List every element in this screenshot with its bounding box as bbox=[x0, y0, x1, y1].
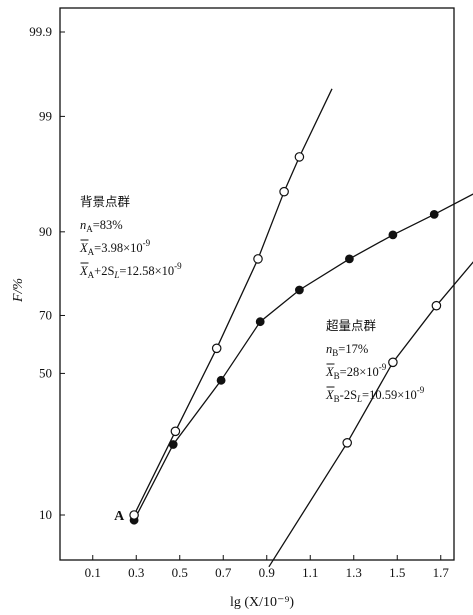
annotation-text: +2S bbox=[94, 264, 114, 278]
open-point-s3 bbox=[431, 300, 442, 311]
open-point-s2 bbox=[211, 343, 222, 354]
annotation-2-line-4: XB-2SL=10.59×10-9 bbox=[325, 385, 425, 404]
x-tick-label: 1.1 bbox=[302, 565, 318, 580]
annotation-superscript: -9 bbox=[379, 362, 387, 372]
filled-point-s1 bbox=[255, 317, 265, 327]
annotation-subscript: B bbox=[334, 394, 340, 404]
annotation-1-line-2: nA=83% bbox=[80, 218, 123, 234]
annotation-symbol: X bbox=[325, 365, 335, 379]
annotations: 背景点群nA=83%XA=3.98×10-9XA+2SL=12.58×10-9超… bbox=[79, 195, 425, 404]
x-tick-label: 0.1 bbox=[85, 565, 101, 580]
data-points bbox=[129, 152, 442, 525]
x-tick-label: 0.7 bbox=[215, 565, 232, 580]
open-point-s2 bbox=[279, 186, 289, 197]
annotation-symbol: n bbox=[80, 218, 86, 232]
annotation-symbol: n bbox=[326, 342, 332, 356]
annotation-text: =12.58×10 bbox=[119, 264, 174, 278]
annotation-text: =3.98×10 bbox=[94, 241, 142, 255]
y-tick-label: 70 bbox=[39, 307, 52, 322]
annotation-subscript: A bbox=[88, 247, 95, 257]
open-point-s3 bbox=[388, 357, 398, 368]
x-tick-label: 1.5 bbox=[389, 565, 405, 580]
annotation-text: =28×10 bbox=[340, 365, 379, 379]
annotation-1-line-4: XA+2SL=12.58×10-9 bbox=[79, 261, 182, 280]
labels: F/% lg (X/10⁻⁹) AB bbox=[11, 278, 294, 610]
annotation-subscript: A bbox=[86, 224, 93, 234]
annotation-symbol: X bbox=[325, 388, 335, 402]
y-tick-label: 50 bbox=[39, 365, 52, 380]
annotation-symbol: X bbox=[79, 264, 89, 278]
open-point-s2 bbox=[129, 510, 139, 520]
annotation-subscript: L bbox=[113, 270, 119, 280]
open-point-s2 bbox=[294, 152, 305, 162]
x-tick-label: 0.9 bbox=[259, 565, 275, 580]
x-tick-label: 1.3 bbox=[346, 565, 362, 580]
series-line-2 bbox=[133, 88, 333, 516]
x-tick-label: 0.3 bbox=[128, 565, 144, 580]
annotation-subscript: A bbox=[88, 270, 95, 280]
end-label-a: A bbox=[114, 509, 125, 524]
filled-point-s1 bbox=[345, 254, 354, 264]
series-line-1 bbox=[133, 193, 473, 521]
y-tick-label: 99 bbox=[39, 108, 52, 123]
x-axis-title: lg (X/10⁻⁹) bbox=[230, 595, 294, 610]
filled-point-s1 bbox=[295, 285, 304, 295]
annotation-text: =10.59×10 bbox=[362, 388, 417, 402]
annotation-2-line-1: 超量点群 bbox=[326, 318, 377, 333]
x-tick-label: 0.5 bbox=[172, 565, 188, 580]
annotation-subscript: L bbox=[356, 394, 362, 404]
y-tick-label: 90 bbox=[39, 224, 52, 239]
filled-point-s1 bbox=[429, 209, 439, 219]
series-line-3 bbox=[268, 261, 473, 568]
annotation-subscript: B bbox=[334, 371, 340, 381]
annotation-symbol: X bbox=[79, 241, 89, 255]
y-axis-title: F/% bbox=[11, 278, 26, 303]
annotation-text: -2S bbox=[340, 388, 357, 402]
annotation-subscript: B bbox=[332, 348, 338, 358]
filled-point-s1 bbox=[216, 375, 226, 385]
filled-point-s1 bbox=[388, 230, 398, 240]
annotation-text: =83% bbox=[93, 218, 123, 232]
annotation-1-line-1: 背景点群 bbox=[80, 195, 131, 209]
annotation-text: =17% bbox=[338, 342, 368, 356]
plot-frame bbox=[59, 7, 455, 561]
y-tick-label: 99.9 bbox=[29, 24, 52, 39]
open-point-s2 bbox=[170, 426, 181, 437]
open-point-s3 bbox=[342, 437, 352, 448]
x-tick-label: 1.7 bbox=[433, 565, 450, 580]
filled-point-s1 bbox=[168, 440, 178, 449]
annotation-superscript: -9 bbox=[143, 238, 151, 248]
annotation-2-line-2: nB=17% bbox=[326, 342, 368, 358]
annotation-1-line-3: XA=3.98×10-9 bbox=[79, 238, 151, 257]
series-lines bbox=[133, 88, 473, 568]
annotation-2-line-3: XB=28×10-9 bbox=[325, 362, 387, 381]
y-tick-label: 10 bbox=[39, 507, 52, 522]
annotation-superscript: -9 bbox=[417, 385, 425, 395]
axes: 0.10.30.50.70.91.11.31.51.71.92.12.31050… bbox=[29, 7, 455, 580]
annotation-superscript: -9 bbox=[174, 261, 182, 271]
open-point-s2 bbox=[253, 254, 263, 264]
